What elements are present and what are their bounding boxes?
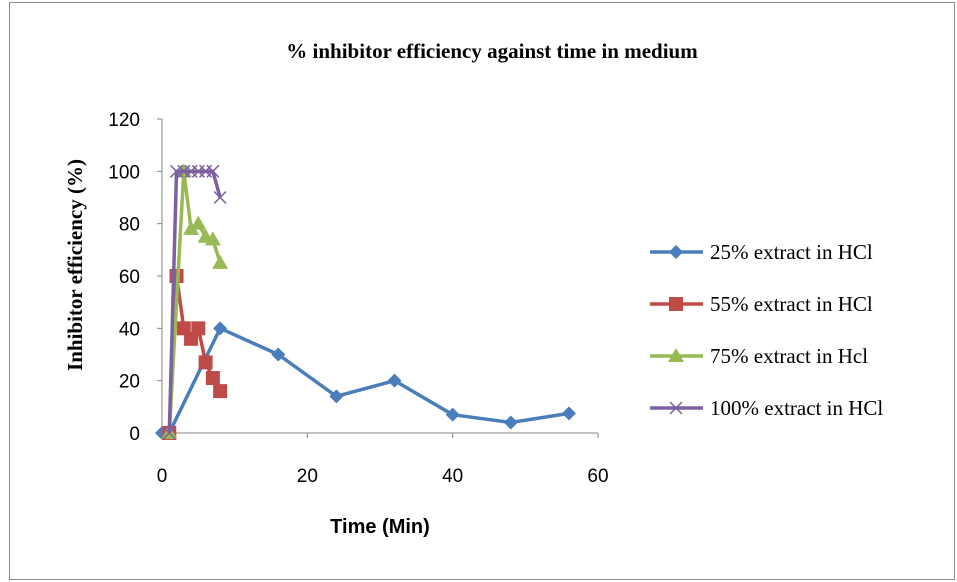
data-point	[213, 190, 227, 205]
data-point	[503, 415, 518, 430]
legend-item: 100% extract in HCl	[650, 396, 883, 420]
data-point	[204, 231, 221, 246]
y-tick-label: 40	[119, 319, 140, 340]
x-tick-label: 60	[587, 466, 608, 487]
axis-ticks: 0 20 40 60 80 100 120 0 20 40 60	[108, 110, 608, 487]
data-point	[191, 321, 206, 336]
series-layer	[155, 163, 576, 440]
chart-title: % inhibitor efficiency against time in m…	[286, 39, 698, 63]
data-point	[190, 215, 207, 230]
data-point	[183, 220, 200, 235]
legend-marker	[669, 297, 683, 311]
legend-item: 25% extract in HCl	[650, 240, 873, 264]
legend-item: 55% extract in HCl	[650, 292, 873, 316]
series-line	[162, 326, 570, 435]
data-point	[213, 321, 228, 336]
data-point	[213, 384, 228, 399]
x-tick-label: 0	[157, 466, 168, 487]
y-tick-label: 80	[119, 215, 140, 236]
data-point	[561, 406, 576, 421]
data-point	[271, 347, 286, 362]
legend-label: 100% extract in HCl	[710, 396, 883, 420]
legend-label: 55% extract in HCl	[710, 292, 873, 316]
y-tick-label: 120	[108, 110, 140, 131]
legend-label: 25% extract in HCl	[710, 240, 873, 264]
legend-marker	[669, 245, 683, 259]
legend-item: 75% extract in Hcl	[650, 344, 868, 368]
legend-marker	[668, 348, 684, 362]
x-tick-label: 20	[297, 466, 318, 487]
data-point	[198, 355, 213, 370]
data-point	[329, 389, 344, 404]
data-point	[205, 371, 220, 386]
data-point	[445, 407, 460, 422]
chart-svg: % inhibitor efficiency against time in m…	[63, 39, 883, 538]
legend: 25% extract in HCl 55% extract in HCl 75% …	[650, 240, 883, 420]
y-tick-label: 0	[129, 424, 140, 445]
x-axis-label: Time (Min)	[330, 516, 430, 538]
data-point	[162, 426, 176, 440]
series-4	[162, 164, 227, 440]
chart-frame: % inhibitor efficiency against time in m…	[9, 2, 955, 580]
data-point	[206, 164, 220, 178]
y-axis-label: Inhibitor efficiency (%)	[63, 159, 87, 371]
data-point	[387, 373, 402, 388]
y-tick-label: 100	[108, 162, 140, 183]
legend-marker	[669, 401, 683, 415]
y-tick-label: 20	[119, 372, 140, 393]
y-tick-label: 60	[119, 267, 140, 288]
series-line	[167, 169, 222, 434]
x-tick-label: 40	[442, 466, 463, 487]
legend-label: 75% extract in Hcl	[710, 344, 868, 368]
data-point	[212, 254, 229, 269]
